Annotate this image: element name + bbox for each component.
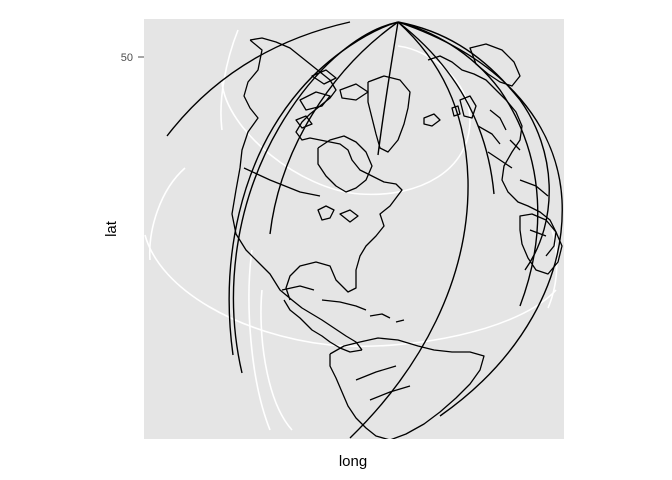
graticule-meridian-4 <box>220 29 239 131</box>
arc-3 <box>228 21 399 356</box>
coast-greenland <box>367 75 411 153</box>
arc-2 <box>232 21 399 374</box>
arc-7 <box>397 21 495 195</box>
borders-europe <box>477 109 549 237</box>
graticule-lat-left-arc <box>149 167 186 261</box>
arc-10 <box>397 21 550 271</box>
coast-arctic-islands <box>295 69 369 129</box>
x-axis-title: long <box>339 453 367 470</box>
coast-hudson-bay <box>317 135 373 193</box>
borders-americas <box>243 167 411 401</box>
arc-9 <box>397 21 563 417</box>
graticule-lat-70 <box>221 45 471 196</box>
coast-scandinavia <box>469 43 521 87</box>
graticule-lat-0 <box>144 234 557 348</box>
graticule-meridian-3 <box>547 229 558 309</box>
graticule-meridian-2 <box>260 289 293 431</box>
coast-british-isles <box>451 95 477 119</box>
y-axis-title: lat <box>103 220 120 237</box>
arc-6 <box>349 21 469 439</box>
y-axis-tick-label: 50 <box>121 52 133 64</box>
arc-1 <box>166 21 351 137</box>
coast-africa <box>519 213 563 275</box>
coast-great-lakes <box>317 205 359 223</box>
coast-caribbean <box>321 299 405 323</box>
coast-south-america <box>329 337 485 439</box>
graticule <box>144 29 558 431</box>
coastlines <box>231 37 563 439</box>
coast-north-america <box>231 37 403 353</box>
arc-4 <box>269 21 399 235</box>
arc-5 <box>377 21 399 156</box>
graticule-meridian-1 <box>248 249 271 431</box>
coast-iceland <box>423 113 441 127</box>
